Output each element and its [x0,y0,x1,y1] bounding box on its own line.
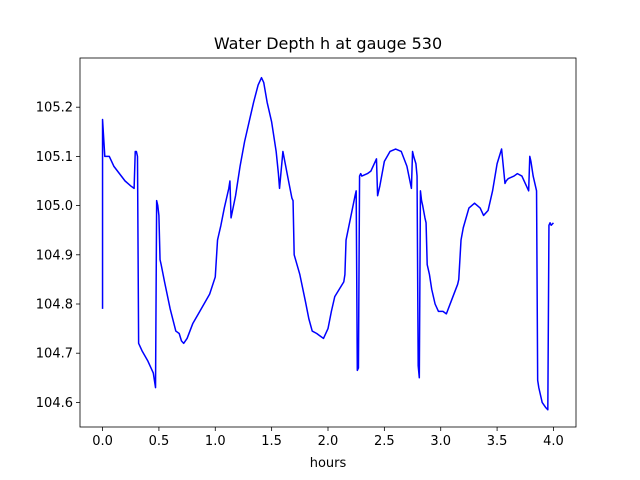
x-tick-label: 0.5 [149,434,170,449]
x-tick-label: 4.0 [543,434,564,449]
y-tick-label: 104.9 [36,248,73,263]
x-tick-label: 2.0 [318,434,339,449]
y-tick-label: 104.7 [36,347,73,362]
y-tick-label: 105.0 [36,199,73,214]
x-tick-label: 0.0 [92,434,113,449]
y-tick-label: 104.8 [36,298,73,313]
series-line-0 [101,76,555,411]
y-tick-label: 105.1 [36,150,73,165]
x-tick-label: 2.5 [374,434,395,449]
x-axis-label: hours [310,456,347,471]
y-tick-label: 105.2 [36,101,73,116]
plot-frame [79,57,577,428]
x-tick-label: 1.5 [261,434,282,449]
x-tick-label: 3.0 [430,434,451,449]
chart-title: Water Depth h at gauge 530 [214,34,442,53]
x-tick-label: 3.5 [487,434,508,449]
x-tick-label: 1.0 [205,434,226,449]
y-tick-label: 104.6 [36,396,73,411]
